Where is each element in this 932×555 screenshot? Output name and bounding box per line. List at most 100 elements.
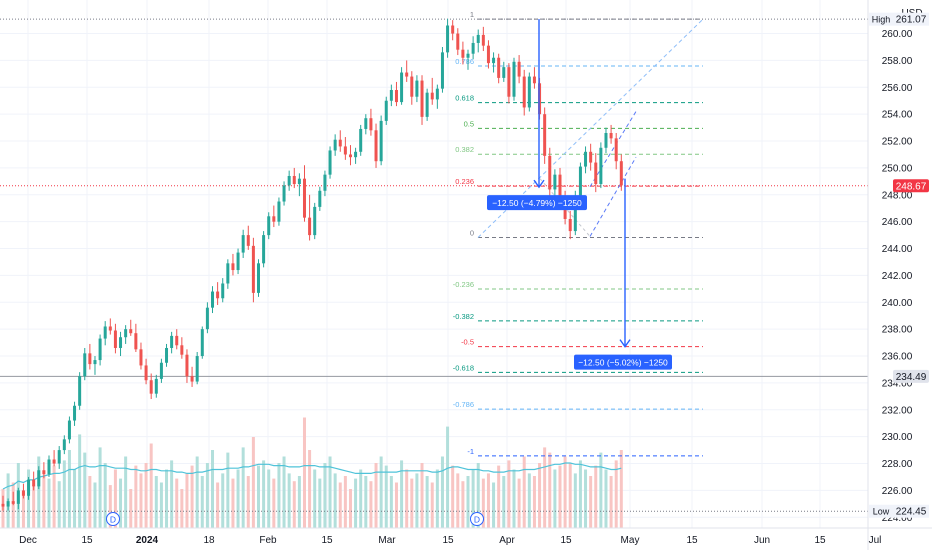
volume-bar [584, 469, 588, 528]
volume-bar [599, 452, 603, 528]
measure-label: −12.50 (−4.79%) −1250 [492, 198, 582, 208]
volume-bar [435, 469, 439, 528]
candle-body [507, 67, 511, 97]
price-range-measurements[interactable]: −12.50 (−4.79%) −1250 −12.50 (−5.02%) −12… [487, 19, 672, 370]
candle-body [21, 490, 25, 496]
fib-level-label: 1 [470, 10, 474, 19]
volume-bar [568, 463, 572, 528]
y-tick-label: 230.00 [882, 432, 913, 443]
candle-body [328, 150, 332, 175]
volume-bar [389, 476, 393, 528]
measure-arrowhead [619, 339, 631, 348]
measure-arrowhead [533, 179, 545, 189]
volume-bar [589, 476, 593, 528]
dividend-event-marker[interactable] [106, 512, 120, 526]
volume-bar [527, 473, 531, 528]
candle-body [573, 196, 577, 232]
volume-bar [170, 460, 174, 528]
volume-bar [154, 476, 158, 528]
candle-body [471, 42, 475, 54]
volume-bar [348, 489, 352, 528]
volume-bar [185, 473, 189, 528]
volume-bar [32, 485, 36, 528]
volume-bar [328, 456, 332, 528]
volume-bar [430, 482, 434, 528]
candle-body [323, 174, 327, 191]
volume-bar [502, 476, 506, 528]
candle-body [42, 470, 46, 475]
candle-body [369, 118, 373, 131]
volume-bar [548, 452, 552, 528]
volume-bar [308, 450, 312, 528]
candle-body [216, 291, 220, 299]
time-axis[interactable]: Dec 15 2024 18 Feb 15 Mar 15 Apr 15 May 15 Jun 15 Jul [0, 527, 932, 546]
candle-body [124, 329, 128, 338]
candle-body [231, 263, 235, 271]
candle-body [205, 307, 209, 330]
candle-body [119, 337, 123, 348]
volume-bar [226, 452, 230, 528]
volume-bar [257, 465, 260, 528]
candle-body [52, 459, 56, 464]
volume-bar [476, 463, 480, 528]
y-tick-label: 242.00 [882, 271, 913, 282]
candle-body [527, 76, 531, 108]
candle-body [589, 151, 593, 163]
candle-body [200, 329, 204, 357]
last-price-tag: 248.67 [896, 181, 927, 192]
candle-body [83, 353, 87, 377]
volume-bar [394, 482, 398, 528]
y-tick-label: 246.00 [882, 217, 913, 228]
volume-bar [492, 482, 496, 528]
fib-level-label: -0.618 [453, 363, 474, 372]
candle-body [57, 450, 61, 464]
candle-body [211, 291, 215, 308]
y-tick-label: 252.00 [882, 137, 913, 148]
y-tick-label: 226.00 [882, 486, 913, 497]
x-tick-label: May [621, 535, 640, 546]
candle-body [221, 283, 225, 299]
volume-bar [466, 476, 470, 528]
candle-body [333, 139, 337, 151]
volume-bar [420, 463, 424, 528]
channel-lower-line[interactable] [589, 156, 637, 237]
fibonacci-extension[interactable]: 1 0.786 0.618 0.5 0.382 0.236 0 -0.236 -0.382 -0.… [0, 10, 868, 512]
candle-body [139, 349, 143, 366]
volume-bar [619, 450, 623, 528]
low-price-tag-box [869, 504, 893, 518]
candle-body [359, 128, 363, 152]
price-labels: D D High 261.07 Low 224.45 248.67 234.49 [106, 12, 929, 526]
volume-bar [83, 452, 87, 528]
candle-body [47, 459, 51, 475]
y-tick-label: 240.00 [882, 298, 913, 309]
channel-upper-line[interactable] [589, 111, 637, 187]
x-tick-label: Mar [378, 535, 396, 546]
fib-level-label: -0.382 [453, 312, 474, 321]
volume-bar [62, 460, 66, 528]
candle-body [614, 138, 618, 162]
crosshair-price-tag-box [893, 369, 929, 383]
candle-body [195, 356, 199, 382]
candle-body [604, 132, 608, 148]
fib-level-label: -1 [467, 447, 474, 456]
x-tick-label: Jul [869, 535, 882, 546]
volume-bar [119, 478, 123, 528]
candle-body [364, 118, 368, 129]
candle-body [11, 501, 15, 504]
high-price-tag-box [869, 12, 893, 26]
volume-bar [246, 476, 250, 528]
candle-body [410, 76, 414, 97]
candle-body [282, 185, 286, 202]
price-axis[interactable]: USD 260.00258.00256.00254.00252.00250.00… [867, 0, 932, 550]
candle-body [466, 53, 470, 58]
candle-body [492, 57, 496, 64]
fib-level-label: 0.618 [455, 94, 474, 103]
volume-bar [563, 456, 567, 528]
high-price-value-box [893, 12, 929, 26]
candle-body [226, 263, 230, 284]
dividend-event-marker[interactable] [470, 512, 484, 526]
volume-bar [47, 478, 51, 528]
volume-bar [512, 469, 516, 528]
